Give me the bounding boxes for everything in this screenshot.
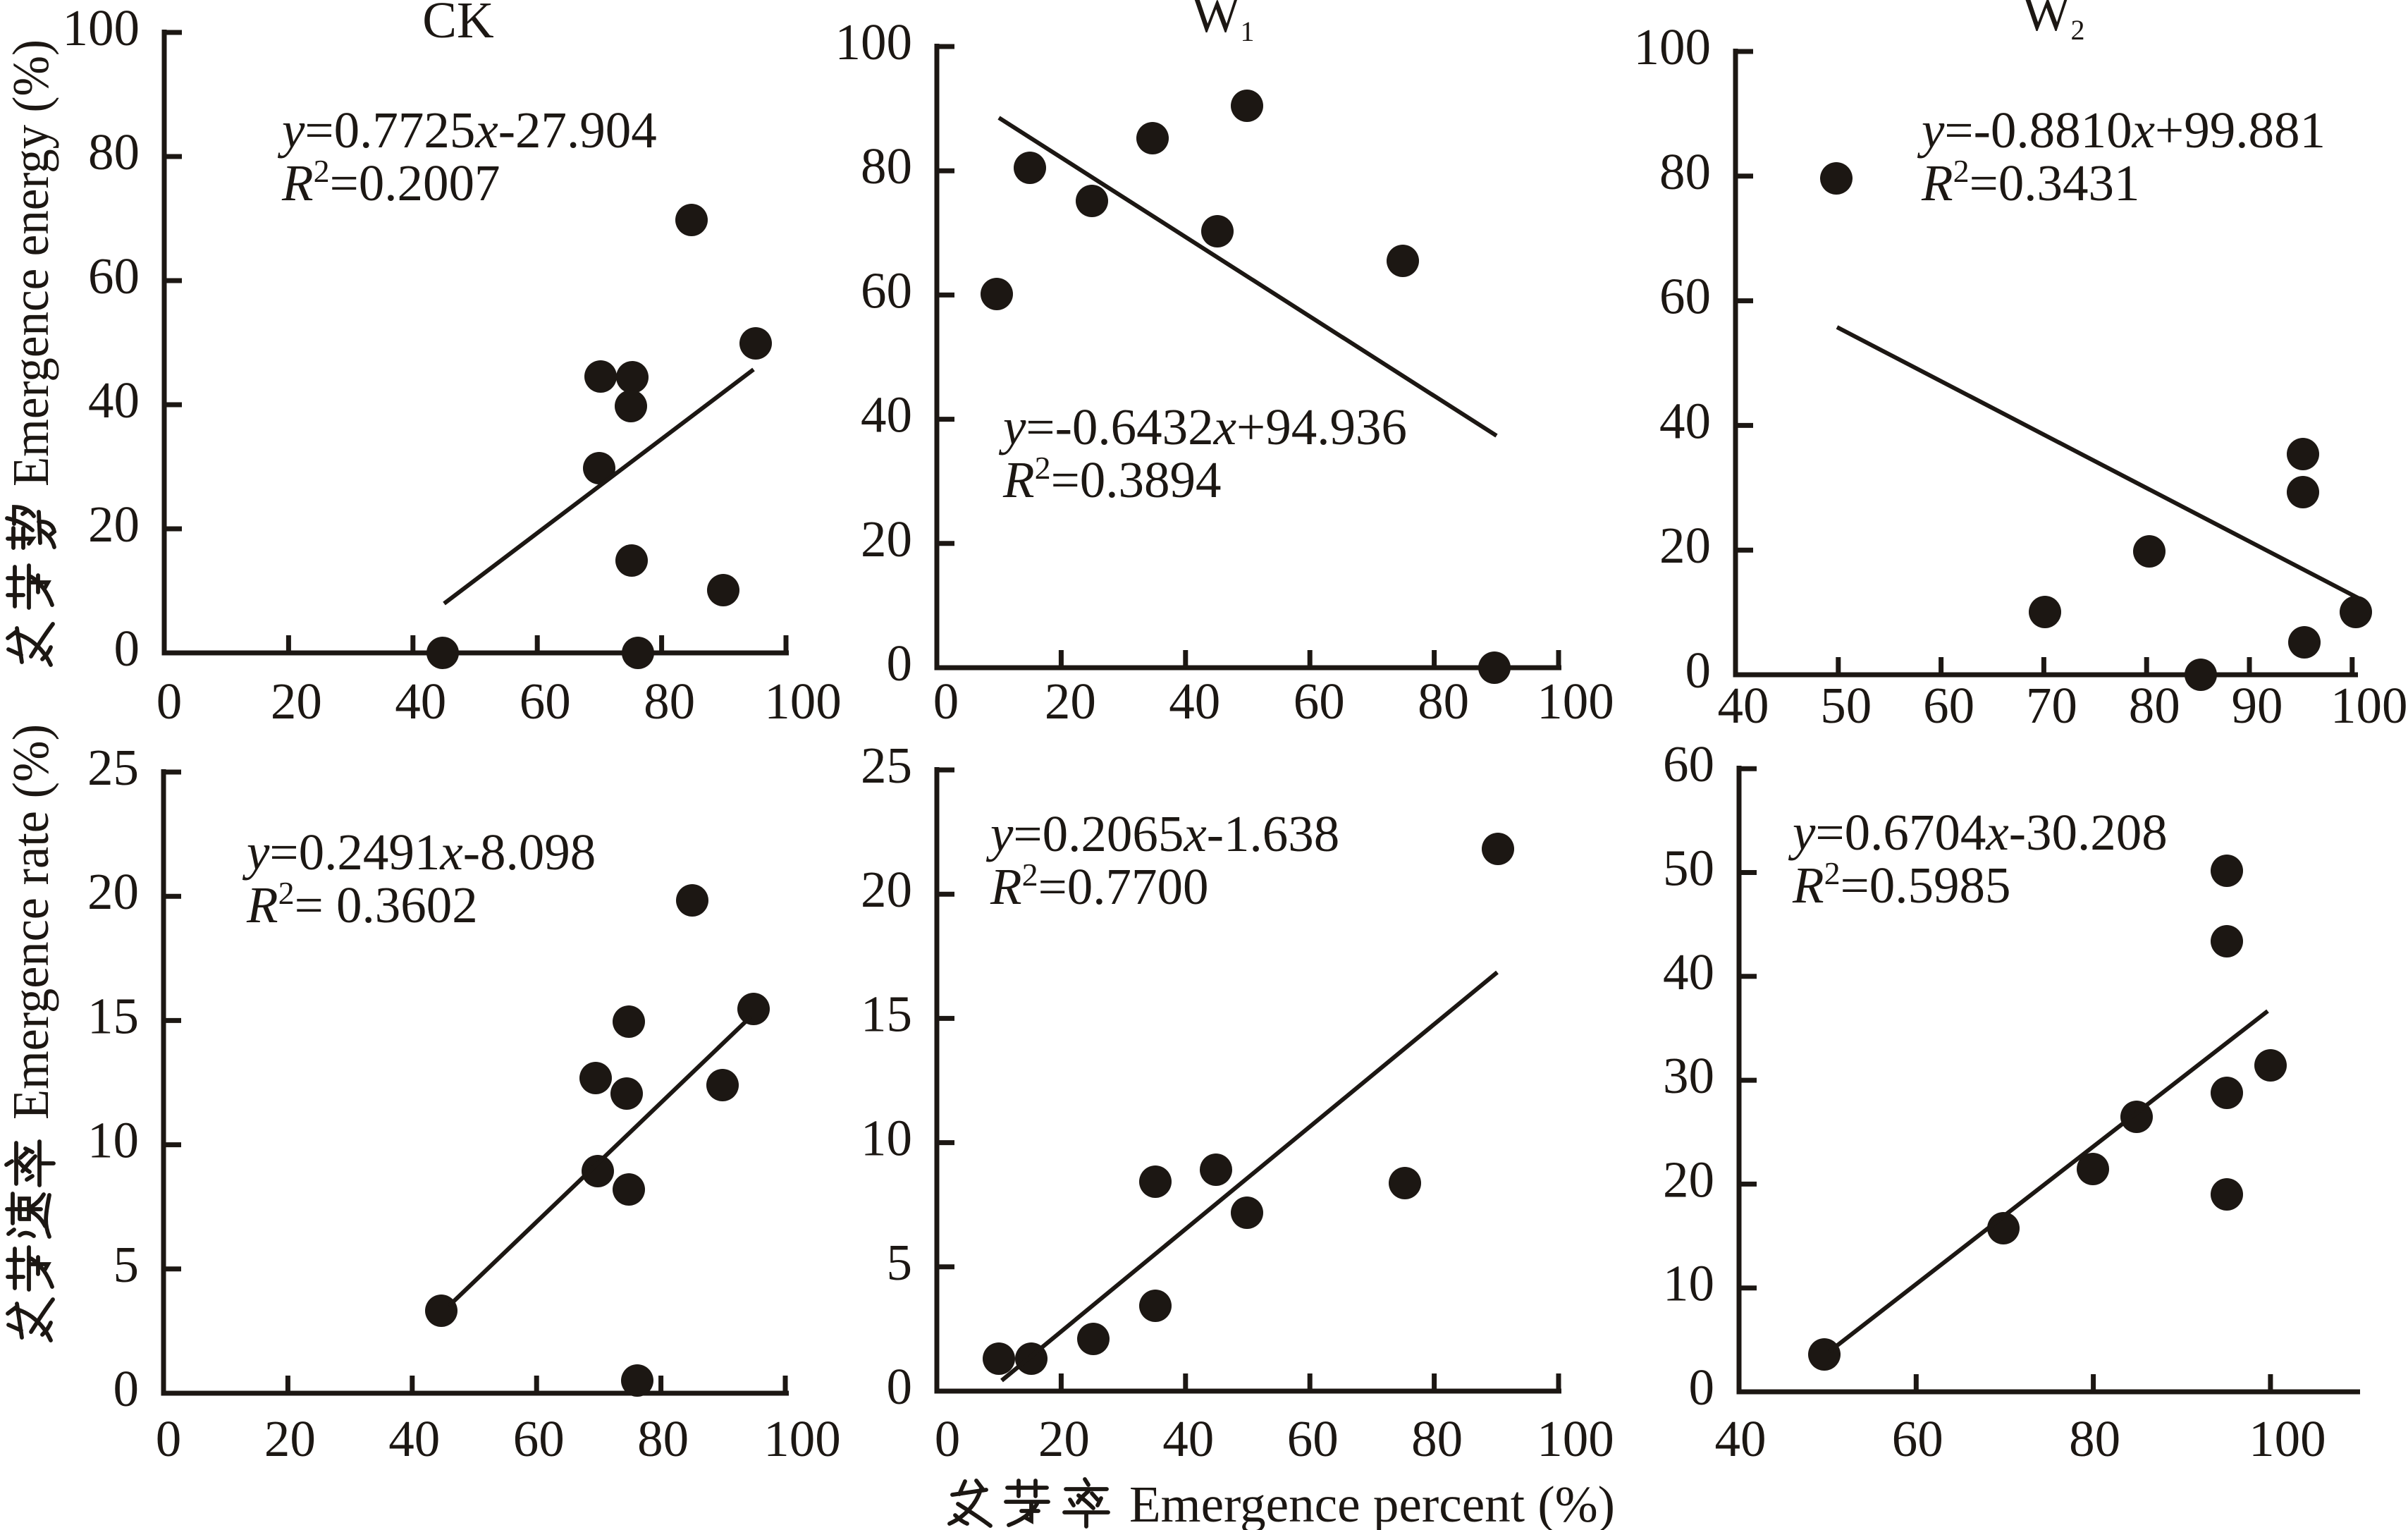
svg-text:100: 100 xyxy=(1537,673,1614,730)
svg-text:50: 50 xyxy=(1663,840,1714,897)
svg-text:60: 60 xyxy=(1663,735,1714,792)
svg-text:40: 40 xyxy=(1162,1410,1214,1467)
svg-text:y=0.6704x-30.208: y=0.6704x-30.208 xyxy=(1788,804,2168,861)
svg-text:20: 20 xyxy=(1038,1410,1090,1467)
svg-text:40: 40 xyxy=(388,1410,440,1467)
svg-text:60: 60 xyxy=(513,1410,565,1467)
svg-text:y=0.2065x-1.638: y=0.2065x-1.638 xyxy=(985,805,1339,862)
svg-text:0: 0 xyxy=(1685,642,1712,699)
svg-text:40: 40 xyxy=(861,386,912,443)
svg-text:80: 80 xyxy=(1411,1410,1463,1467)
svg-text:R2=0.2007: R2=0.2007 xyxy=(281,153,500,212)
svg-text:y=0.2491x-8.098: y=0.2491x-8.098 xyxy=(242,824,596,881)
svg-text:15: 15 xyxy=(861,985,912,1042)
svg-text:0: 0 xyxy=(114,620,140,677)
svg-text:100: 100 xyxy=(2249,1410,2326,1467)
svg-text:R2=0.5985: R2=0.5985 xyxy=(1792,855,2011,914)
svg-text:40: 40 xyxy=(395,673,446,730)
svg-text:20: 20 xyxy=(264,1410,316,1467)
svg-text:80: 80 xyxy=(1659,143,1711,200)
svg-text:40: 40 xyxy=(1715,1410,1767,1467)
svg-text:CK: CK xyxy=(422,0,493,49)
svg-text:Emergence energy (%): Emergence energy (%) xyxy=(2,39,59,486)
svg-text:100: 100 xyxy=(763,1410,841,1467)
svg-text:25: 25 xyxy=(861,737,912,794)
svg-text:100: 100 xyxy=(1537,1410,1614,1467)
svg-text:0: 0 xyxy=(887,635,913,692)
svg-text:Emergence percent (%): Emergence percent (%) xyxy=(1129,1476,1615,1530)
svg-text:20: 20 xyxy=(87,863,139,920)
svg-text:60: 60 xyxy=(88,247,140,305)
svg-text:y=-0.6432x+94.936: y=-0.6432x+94.936 xyxy=(998,398,1407,455)
svg-text:0: 0 xyxy=(1689,1359,1715,1416)
svg-text:0: 0 xyxy=(113,1360,140,1417)
svg-text:80: 80 xyxy=(2069,1410,2120,1467)
svg-text:20: 20 xyxy=(1659,517,1711,574)
svg-text:60: 60 xyxy=(1659,268,1711,325)
svg-text:100: 100 xyxy=(1634,18,1712,75)
svg-text:0: 0 xyxy=(156,673,183,730)
svg-text:100: 100 xyxy=(2330,677,2408,734)
svg-text:25: 25 xyxy=(87,739,139,796)
svg-text:30: 30 xyxy=(1663,1047,1714,1104)
svg-text:50: 50 xyxy=(1820,677,1872,734)
svg-text:60: 60 xyxy=(1923,677,1974,734)
svg-text:10: 10 xyxy=(1663,1255,1714,1312)
svg-text:y=-0.8810x+99.881: y=-0.8810x+99.881 xyxy=(1917,102,2326,159)
svg-text:80: 80 xyxy=(644,673,695,730)
svg-text:20: 20 xyxy=(1045,673,1096,730)
svg-text:90: 90 xyxy=(2232,677,2283,734)
svg-text:40: 40 xyxy=(1718,677,1769,734)
svg-text:0: 0 xyxy=(156,1410,182,1467)
svg-text:60: 60 xyxy=(520,673,571,730)
svg-text:20: 20 xyxy=(271,673,322,730)
svg-text:20: 20 xyxy=(88,496,140,553)
svg-text:Emergence rate (%): Emergence rate (%) xyxy=(2,724,59,1120)
svg-text:5: 5 xyxy=(113,1236,140,1293)
svg-text:40: 40 xyxy=(1169,673,1220,730)
svg-text:0: 0 xyxy=(887,1358,913,1415)
svg-text:80: 80 xyxy=(637,1410,689,1467)
svg-text:80: 80 xyxy=(1418,673,1469,730)
svg-text:y=0.7725x-27.904: y=0.7725x-27.904 xyxy=(277,102,657,159)
svg-text:80: 80 xyxy=(2129,677,2180,734)
svg-text:20: 20 xyxy=(861,510,912,568)
svg-text:15: 15 xyxy=(87,987,139,1044)
svg-text:5: 5 xyxy=(887,1234,913,1291)
svg-text:40: 40 xyxy=(1663,943,1714,1000)
svg-text:60: 60 xyxy=(1287,1410,1339,1467)
svg-text:40: 40 xyxy=(88,372,140,429)
svg-text:0: 0 xyxy=(935,1410,961,1467)
svg-text:60: 60 xyxy=(1294,673,1345,730)
svg-text:100: 100 xyxy=(63,0,140,56)
svg-text:70: 70 xyxy=(2026,677,2077,734)
svg-text:100: 100 xyxy=(835,13,913,71)
svg-text:20: 20 xyxy=(861,861,912,918)
svg-text:10: 10 xyxy=(87,1112,139,1169)
svg-text:80: 80 xyxy=(88,123,140,180)
svg-text:R2= 0.3602: R2= 0.3602 xyxy=(246,875,478,934)
svg-text:100: 100 xyxy=(764,673,842,730)
svg-text:R2=0.3894: R2=0.3894 xyxy=(1002,450,1222,508)
svg-text:0: 0 xyxy=(933,673,959,730)
svg-text:60: 60 xyxy=(861,262,912,319)
svg-text:80: 80 xyxy=(861,137,912,195)
svg-text:R2=0.3431: R2=0.3431 xyxy=(1921,153,2140,212)
svg-text:40: 40 xyxy=(1659,392,1711,449)
svg-text:60: 60 xyxy=(1892,1410,1943,1467)
svg-text:R2=0.7700: R2=0.7700 xyxy=(990,857,1209,915)
svg-text:20: 20 xyxy=(1663,1151,1714,1208)
svg-text:10: 10 xyxy=(861,1110,912,1167)
